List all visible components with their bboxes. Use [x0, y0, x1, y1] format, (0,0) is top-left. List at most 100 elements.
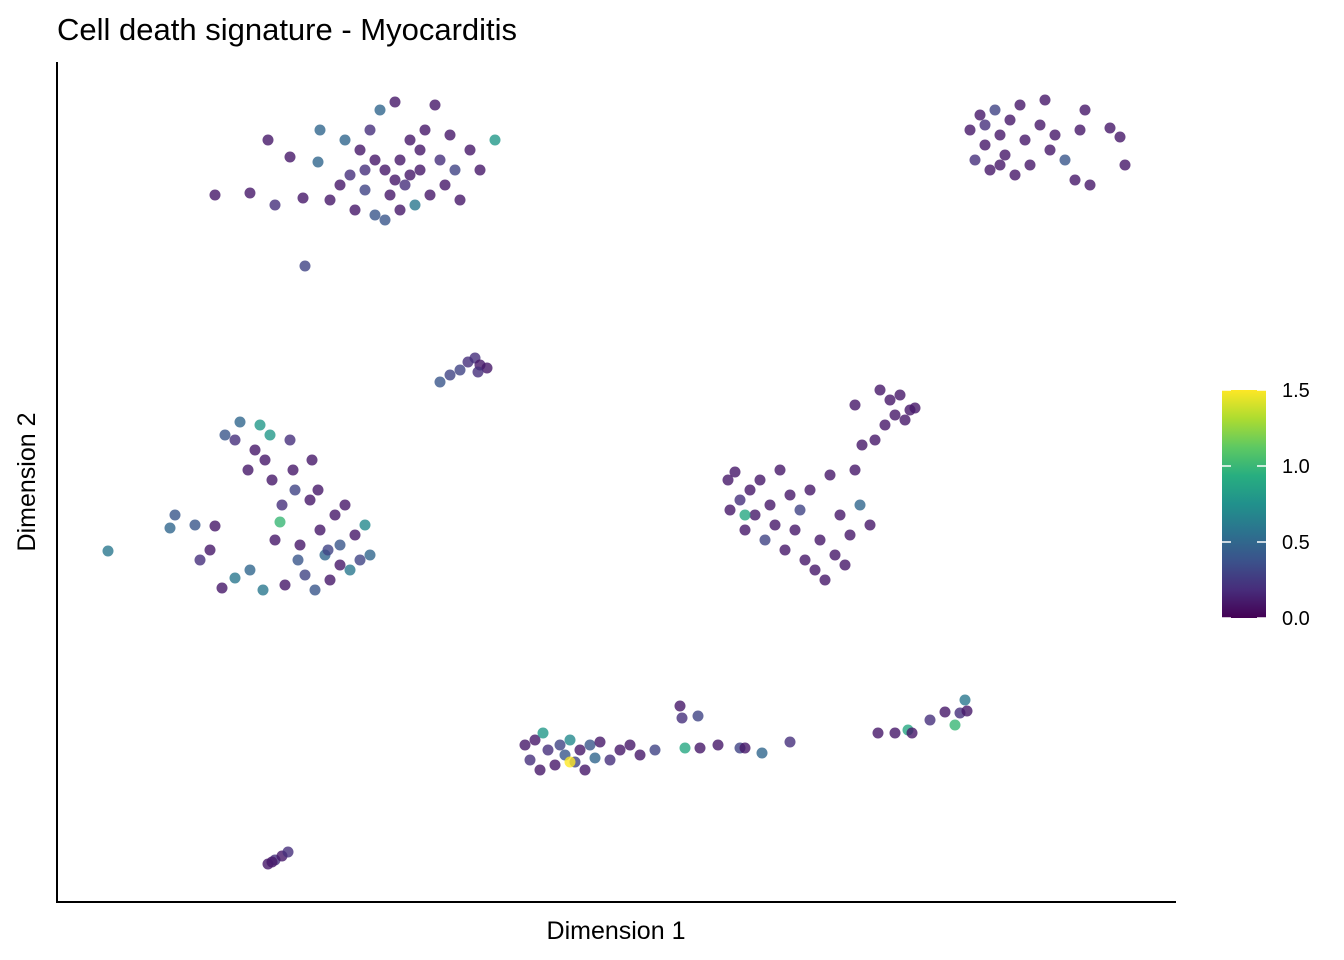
point: [262, 134, 274, 146]
point: [679, 742, 691, 754]
point: [872, 727, 884, 739]
point: [279, 579, 291, 591]
point: [579, 764, 591, 776]
point: [774, 464, 786, 476]
point: [204, 544, 216, 556]
point: [339, 134, 351, 146]
point: [899, 414, 911, 426]
point: [309, 584, 321, 596]
point: [949, 719, 961, 731]
point: [322, 544, 334, 556]
point: [194, 554, 206, 566]
point: [964, 124, 976, 136]
point: [1104, 122, 1116, 134]
point: [481, 362, 493, 374]
point: [454, 194, 466, 206]
point: [424, 189, 436, 201]
point: [604, 754, 616, 766]
point: [374, 104, 386, 116]
point: [799, 554, 811, 566]
point: [169, 509, 181, 521]
point: [379, 214, 391, 226]
point: [906, 727, 918, 739]
point: [524, 754, 536, 766]
point: [959, 694, 971, 706]
point: [939, 706, 951, 718]
point: [779, 544, 791, 556]
point: [549, 759, 561, 771]
point: [994, 159, 1006, 171]
point: [102, 545, 114, 557]
point: [439, 179, 451, 191]
point: [584, 739, 596, 751]
point: [464, 144, 476, 156]
point: [414, 164, 426, 176]
point: [884, 394, 896, 406]
point: [769, 519, 781, 531]
point: [414, 144, 426, 156]
point: [534, 764, 546, 776]
point: [369, 154, 381, 166]
point: [334, 559, 346, 571]
point: [454, 364, 466, 376]
x-axis-label: Dimension 1: [547, 917, 686, 945]
point: [529, 734, 541, 746]
point: [269, 199, 281, 211]
point: [1114, 131, 1126, 143]
point: [849, 399, 861, 411]
point: [384, 189, 396, 201]
point: [324, 194, 336, 206]
point: [624, 739, 636, 751]
point: [554, 739, 566, 751]
point: [839, 559, 851, 571]
point: [1024, 159, 1036, 171]
point: [1009, 169, 1021, 181]
point: [519, 739, 531, 751]
point: [744, 484, 756, 496]
point: [312, 156, 324, 168]
point: [989, 104, 1001, 116]
point: [244, 564, 256, 576]
point: [329, 509, 341, 521]
point: [216, 582, 228, 594]
point: [854, 499, 866, 511]
point: [739, 524, 751, 536]
point: [334, 539, 346, 551]
point: [429, 99, 441, 111]
point: [924, 714, 936, 726]
point: [282, 846, 294, 858]
point: [1044, 144, 1056, 156]
point: [974, 109, 986, 121]
point: [254, 419, 266, 431]
point: [264, 429, 276, 441]
colorbar-tick-label: 1.0: [1282, 456, 1310, 478]
point: [474, 164, 486, 176]
point: [879, 419, 891, 431]
point: [444, 369, 456, 381]
point: [739, 742, 751, 754]
point: [1004, 114, 1016, 126]
point: [1059, 154, 1071, 166]
point: [314, 524, 326, 536]
point: [219, 429, 231, 441]
point: [999, 149, 1011, 161]
point: [399, 179, 411, 191]
point: [244, 187, 256, 199]
point: [889, 727, 901, 739]
point: [994, 129, 1006, 141]
point: [434, 154, 446, 166]
point: [339, 499, 351, 511]
point: [294, 539, 306, 551]
point: [379, 164, 391, 176]
point: [784, 736, 796, 748]
point: [299, 260, 311, 272]
point: [692, 710, 704, 722]
point: [259, 454, 271, 466]
colorbar-tick-label: 1.5: [1282, 380, 1310, 402]
point: [209, 520, 221, 532]
point: [409, 199, 421, 211]
point: [266, 474, 278, 486]
point: [1014, 99, 1026, 111]
point: [1119, 159, 1131, 171]
